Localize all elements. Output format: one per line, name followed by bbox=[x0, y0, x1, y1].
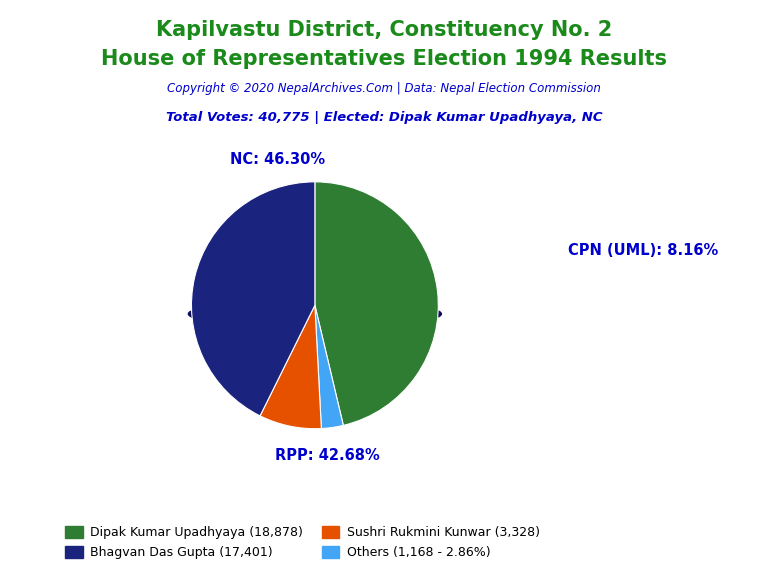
Text: Copyright © 2020 NepalArchives.Com | Data: Nepal Election Commission: Copyright © 2020 NepalArchives.Com | Dat… bbox=[167, 82, 601, 95]
Text: RPP: 42.68%: RPP: 42.68% bbox=[275, 448, 379, 463]
Wedge shape bbox=[315, 182, 439, 426]
Text: CPN (UML): 8.16%: CPN (UML): 8.16% bbox=[568, 243, 719, 258]
Text: Total Votes: 40,775 | Elected: Dipak Kumar Upadhyaya, NC: Total Votes: 40,775 | Elected: Dipak Kum… bbox=[166, 111, 602, 124]
Wedge shape bbox=[260, 305, 321, 429]
Ellipse shape bbox=[188, 300, 442, 328]
Legend: Dipak Kumar Upadhyaya (18,878), Bhagvan Das Gupta (17,401), Sushri Rukmini Kunwa: Dipak Kumar Upadhyaya (18,878), Bhagvan … bbox=[60, 521, 545, 564]
Text: House of Representatives Election 1994 Results: House of Representatives Election 1994 R… bbox=[101, 49, 667, 69]
Wedge shape bbox=[315, 305, 343, 429]
Wedge shape bbox=[191, 182, 315, 416]
Text: NC: 46.30%: NC: 46.30% bbox=[230, 152, 326, 167]
Text: Kapilvastu District, Constituency No. 2: Kapilvastu District, Constituency No. 2 bbox=[156, 20, 612, 40]
